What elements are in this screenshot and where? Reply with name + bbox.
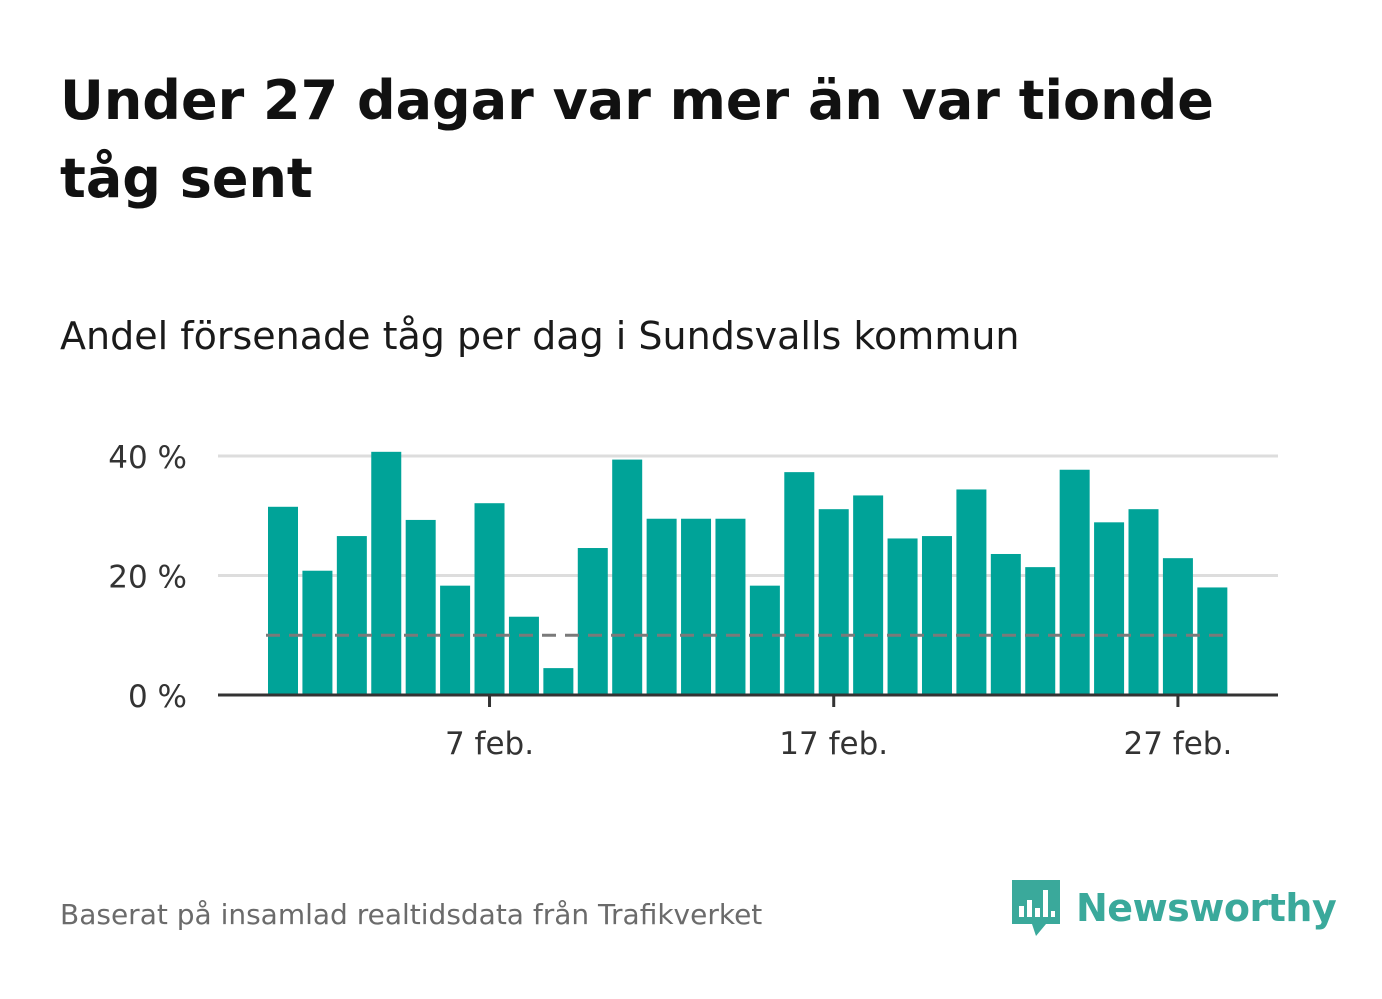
bar xyxy=(921,536,952,695)
bar xyxy=(749,585,780,695)
bar xyxy=(474,503,505,695)
y-tick-label: 20 % xyxy=(108,560,187,596)
bar xyxy=(1197,587,1228,695)
bar xyxy=(1162,558,1193,695)
bar xyxy=(646,518,677,695)
bar xyxy=(887,538,918,695)
bar xyxy=(302,570,333,695)
bar xyxy=(990,553,1021,695)
bar xyxy=(440,585,471,695)
x-tick-label: 7 feb. xyxy=(445,726,534,762)
chart-subtitle: Andel försenade tåg per dag i Sundsvalls… xyxy=(60,314,1020,358)
bar xyxy=(853,495,884,695)
brand-logo: Newsworthy xyxy=(1010,878,1337,938)
brand-name: Newsworthy xyxy=(1076,886,1337,930)
bar xyxy=(577,548,608,695)
bar xyxy=(268,506,298,695)
newsworthy-logo-icon xyxy=(1012,880,1060,936)
chart-title: Under 27 dagar var mer än var tionde tåg… xyxy=(60,69,1214,210)
y-tick-label: 0 % xyxy=(128,679,187,715)
bar xyxy=(681,518,712,695)
bar xyxy=(612,459,643,695)
bar xyxy=(371,451,402,695)
bar-chart: 0 % 20 % 40 % 7 feb. 17 feb. 27 feb. xyxy=(108,440,1278,762)
bar xyxy=(1059,469,1090,695)
bar xyxy=(405,519,436,695)
bar xyxy=(1094,522,1125,695)
y-tick-label: 40 % xyxy=(108,440,187,476)
bar xyxy=(543,668,574,695)
x-tick-label: 17 feb. xyxy=(779,726,888,762)
bar xyxy=(784,472,815,695)
bar xyxy=(336,536,367,695)
bar xyxy=(956,489,987,695)
bar xyxy=(508,616,539,695)
source-note: Baserat på insamlad realtidsdata från Tr… xyxy=(60,898,763,931)
bar xyxy=(818,509,849,695)
bar xyxy=(715,518,746,695)
bar xyxy=(1025,567,1056,695)
bar xyxy=(1128,509,1159,695)
x-tick-label: 27 feb. xyxy=(1124,726,1233,762)
